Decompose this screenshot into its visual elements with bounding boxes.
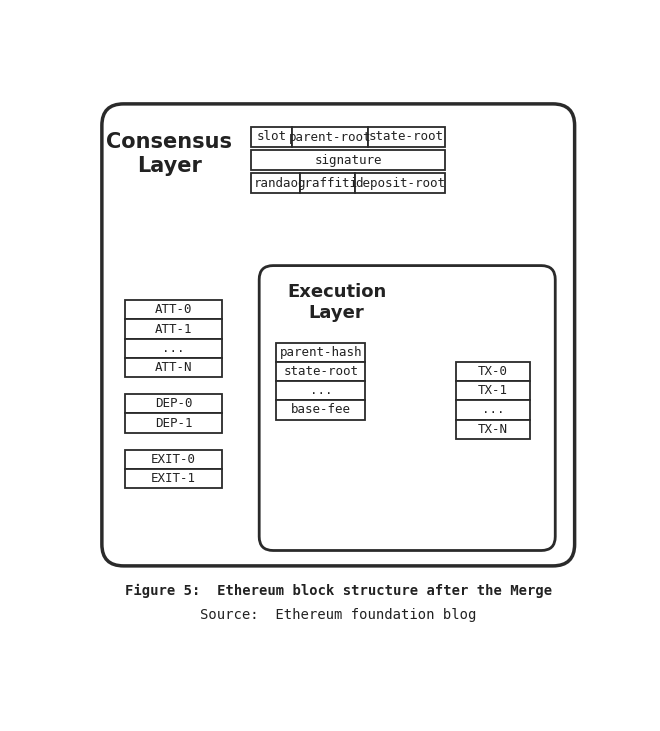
Text: deposit-root: deposit-root xyxy=(355,177,445,190)
Text: state-root: state-root xyxy=(369,131,444,143)
Text: parent-root: parent-root xyxy=(288,131,371,143)
Bar xyxy=(354,173,446,193)
Text: randao: randao xyxy=(253,177,298,190)
Text: TX-N: TX-N xyxy=(478,423,508,436)
Bar xyxy=(300,173,354,193)
Text: graffiti: graffiti xyxy=(298,177,358,190)
Bar xyxy=(456,420,530,439)
Bar xyxy=(125,394,222,414)
Bar xyxy=(277,362,366,381)
Text: ...: ... xyxy=(162,342,185,355)
Bar xyxy=(251,173,300,193)
Bar xyxy=(277,401,366,420)
Bar xyxy=(292,127,368,147)
Text: base-fee: base-fee xyxy=(291,404,351,417)
Bar xyxy=(456,362,530,381)
Text: ...: ... xyxy=(310,385,332,397)
Text: ATT-1: ATT-1 xyxy=(155,322,192,336)
Bar xyxy=(277,381,366,401)
Text: Figure 5:  Ethereum block structure after the Merge: Figure 5: Ethereum block structure after… xyxy=(125,583,552,598)
Text: ...: ... xyxy=(482,404,504,417)
Text: EXIT-1: EXIT-1 xyxy=(151,472,196,485)
Text: ATT-N: ATT-N xyxy=(155,361,192,374)
Bar xyxy=(277,343,366,362)
Bar xyxy=(456,401,530,420)
Bar xyxy=(125,469,222,488)
Text: TX-1: TX-1 xyxy=(478,385,508,397)
FancyBboxPatch shape xyxy=(102,104,575,566)
Text: TX-0: TX-0 xyxy=(478,365,508,378)
Bar xyxy=(125,414,222,433)
Text: slot: slot xyxy=(257,131,286,143)
Text: DEP-0: DEP-0 xyxy=(155,398,192,410)
Text: Consensus
Layer: Consensus Layer xyxy=(106,132,232,175)
Bar xyxy=(125,358,222,377)
Text: signature: signature xyxy=(315,154,382,167)
Bar xyxy=(125,450,222,469)
Bar xyxy=(251,127,292,147)
Bar xyxy=(125,300,222,319)
Text: Execution
Layer: Execution Layer xyxy=(287,283,386,322)
Text: Source:  Ethereum foundation blog: Source: Ethereum foundation blog xyxy=(200,608,477,622)
Text: EXIT-0: EXIT-0 xyxy=(151,452,196,466)
Text: state-root: state-root xyxy=(283,365,358,378)
Bar xyxy=(368,127,446,147)
Text: parent-hash: parent-hash xyxy=(280,346,362,359)
Text: ATT-0: ATT-0 xyxy=(155,303,192,317)
Bar xyxy=(125,338,222,358)
FancyBboxPatch shape xyxy=(259,265,555,550)
Text: DEP-1: DEP-1 xyxy=(155,417,192,430)
Bar xyxy=(125,319,222,338)
Bar xyxy=(251,150,446,170)
Bar xyxy=(456,381,530,401)
